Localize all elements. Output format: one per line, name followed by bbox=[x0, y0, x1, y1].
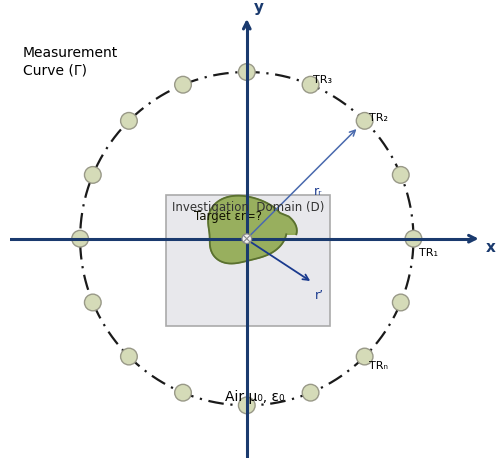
Circle shape bbox=[242, 234, 252, 244]
Circle shape bbox=[302, 76, 319, 93]
Circle shape bbox=[302, 384, 319, 401]
Text: TR₁: TR₁ bbox=[419, 248, 438, 258]
Text: rᵣ: rᵣ bbox=[314, 185, 322, 198]
Circle shape bbox=[392, 167, 409, 183]
Circle shape bbox=[392, 294, 409, 311]
Circle shape bbox=[84, 167, 101, 183]
Text: Measurement
Curve (Γ): Measurement Curve (Γ) bbox=[23, 46, 118, 77]
Text: TRₙ: TRₙ bbox=[369, 361, 388, 371]
Circle shape bbox=[238, 64, 255, 80]
Text: Target εr=?: Target εr=? bbox=[194, 210, 262, 223]
Text: TR₃: TR₃ bbox=[313, 75, 332, 85]
Circle shape bbox=[120, 113, 138, 129]
Circle shape bbox=[356, 113, 373, 129]
Text: x: x bbox=[486, 240, 496, 255]
Bar bbox=[166, 195, 330, 327]
Text: Investigation  Domain (D): Investigation Domain (D) bbox=[172, 202, 324, 214]
Text: TR₂: TR₂ bbox=[369, 113, 388, 123]
Circle shape bbox=[174, 76, 192, 93]
Circle shape bbox=[120, 348, 138, 365]
Text: y: y bbox=[254, 0, 264, 15]
Circle shape bbox=[72, 230, 88, 247]
Circle shape bbox=[405, 230, 422, 247]
Circle shape bbox=[174, 384, 192, 401]
Polygon shape bbox=[208, 196, 297, 263]
Circle shape bbox=[84, 294, 101, 311]
Circle shape bbox=[356, 348, 373, 365]
Text: r’: r’ bbox=[315, 289, 324, 302]
Text: Air μ₀, ε₀: Air μ₀, ε₀ bbox=[225, 390, 284, 403]
Circle shape bbox=[238, 397, 255, 414]
